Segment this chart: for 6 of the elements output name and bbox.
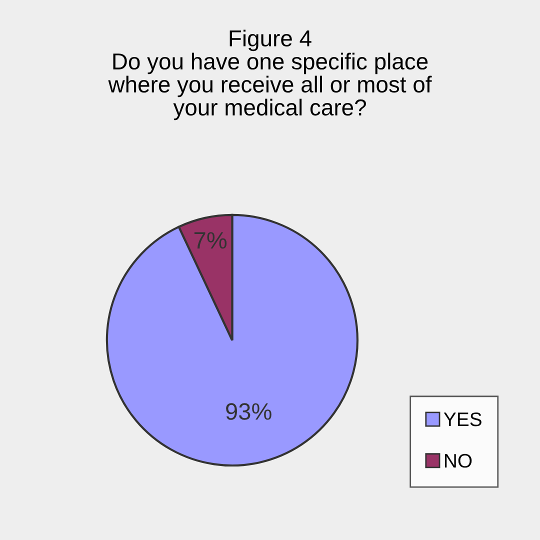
pie-slice — [106, 214, 359, 467]
chart-title: Figure 4 Do you have one specific place where you receive all or most of your medical care? — [108, 30, 432, 120]
legend-label: NO — [445, 454, 472, 468]
data-label: 7% — [194, 232, 227, 249]
data-label: 93% — [226, 403, 272, 420]
legend-label: YES — [444, 412, 482, 426]
